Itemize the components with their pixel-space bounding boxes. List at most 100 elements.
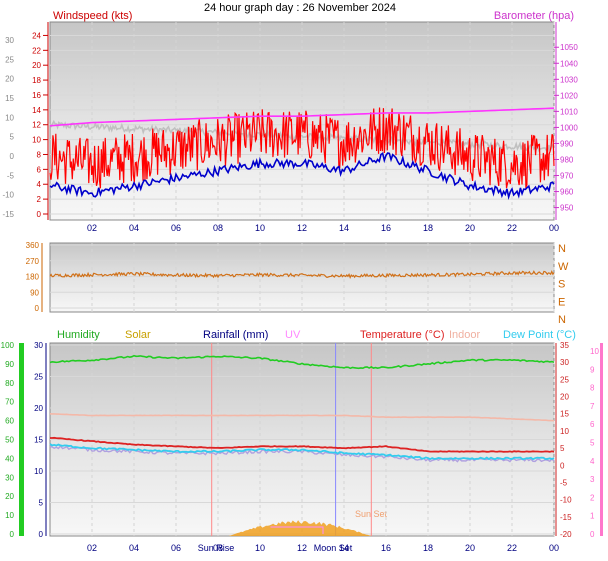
- baro-tick-label: 1010: [560, 107, 578, 116]
- temp-tick-label: 20: [560, 393, 569, 402]
- humidity-tick-label: 90: [5, 360, 14, 369]
- x-tick-label: 12: [297, 543, 307, 553]
- temp-tick-label: 15: [560, 410, 569, 419]
- humidity-scale-bar: [19, 343, 24, 536]
- uv-tick-label: 4: [590, 457, 595, 466]
- temperature-line: [49, 436, 555, 453]
- sunrise-label: Sun Rise: [198, 543, 235, 553]
- baro-tick-label: 970: [560, 172, 574, 181]
- baro-tick-label: 980: [560, 155, 574, 164]
- wind-tick-label: 6: [37, 165, 42, 174]
- wind-gust-line: [49, 107, 555, 190]
- direction-panel: [49, 242, 555, 313]
- x-tick-label: 04: [129, 223, 139, 233]
- x-tick-label: 08: [213, 223, 223, 233]
- uv-tick-label: 5: [590, 439, 595, 448]
- temp-tick-label: -15: [560, 513, 572, 522]
- uv-tick-label: 1: [590, 512, 595, 521]
- barometer-line: [49, 107, 555, 127]
- chart-title: 24 hour graph day : 26 November 2024: [204, 2, 396, 14]
- direction-tick-label: 90: [30, 288, 39, 297]
- wind-tick-label: 24: [32, 31, 41, 40]
- humidity-tick-label: 100: [1, 341, 15, 350]
- humidity-label: Humidity: [57, 329, 100, 341]
- wind-tick-label: 18: [32, 76, 41, 85]
- dew-point-line: [49, 443, 555, 461]
- humidity-tick-label: 40: [5, 454, 14, 463]
- humidity-tick-label: 50: [5, 436, 14, 445]
- wind-tick-label: 16: [32, 91, 41, 100]
- rain-tick-label: 30: [34, 341, 43, 350]
- temp-tick-label: 35: [560, 341, 569, 350]
- wind-tick-label: 20: [32, 61, 41, 70]
- rain-tick-label: 5: [39, 499, 44, 508]
- uv-tick-label: 2: [590, 493, 595, 502]
- wind-tick-label: 4: [37, 180, 42, 189]
- x-tick-label: 04: [129, 543, 139, 553]
- indoor-temp-line: [49, 412, 555, 422]
- wind-tick-label: 22: [32, 46, 41, 55]
- uv-tick-label: 6: [590, 420, 595, 429]
- uv-scale-bar: [600, 343, 603, 536]
- rain-tick-label: 15: [34, 436, 43, 445]
- humidity-tick-label: 0: [10, 530, 15, 539]
- wind-tick-label: 2: [37, 195, 42, 204]
- compass-label: E: [558, 296, 565, 308]
- x-tick-label: 14: [339, 223, 349, 233]
- direction-tick-label: 360: [26, 241, 40, 250]
- temp-tick-label: 0: [560, 461, 565, 470]
- humidity-line: [49, 354, 555, 370]
- temp-tick-label: 5: [10, 133, 15, 142]
- temp-tick-label: -10: [2, 191, 14, 200]
- temp-tick-label: -10: [560, 496, 572, 505]
- baro-tick-label: 1040: [560, 59, 578, 68]
- x-tick-label: 18: [423, 223, 433, 233]
- barometer-axis-label: Barometer (hpa): [494, 10, 574, 22]
- rain-tick-label: 10: [34, 467, 43, 476]
- x-tick-label: 14: [339, 543, 349, 553]
- x-tick-label: 22: [507, 223, 517, 233]
- baro-tick-label: 1020: [560, 91, 578, 100]
- indoor-label: Indoor: [449, 329, 481, 341]
- baro-tick-label: 1050: [560, 43, 578, 52]
- rain-tick-label: 25: [34, 373, 43, 382]
- x-tick-label: 08: [213, 543, 223, 553]
- average-wind-line: [49, 152, 555, 201]
- compass-label: S: [558, 279, 565, 291]
- uv-tick-label: 10: [590, 347, 599, 356]
- rain-tick-label: 0: [39, 530, 44, 539]
- direction-tick-label: 0: [35, 304, 40, 313]
- compass-label: N: [558, 314, 566, 326]
- humidity-tick-label: 70: [5, 398, 14, 407]
- temp-tick-label: 30: [560, 358, 569, 367]
- temp-tick-label: 25: [560, 375, 569, 384]
- uv-label: UV: [285, 329, 301, 341]
- x-tick-label: 10: [255, 543, 265, 553]
- uv-tick-label: 7: [590, 402, 595, 411]
- temp-tick-label: 10: [560, 427, 569, 436]
- temp-tick-label: 20: [5, 75, 14, 84]
- baro-tick-label: 950: [560, 204, 574, 213]
- x-tick-label: 20: [465, 223, 475, 233]
- temp-tick-label: 30: [5, 36, 14, 45]
- temp-tick-label: -5: [560, 478, 568, 487]
- x-tick-label: 16: [381, 223, 391, 233]
- compass-label: N: [558, 243, 566, 255]
- temperature-label: Temperature (°C): [360, 329, 444, 341]
- uv-tick-label: 3: [590, 475, 595, 484]
- solar-area: [228, 520, 372, 536]
- temp-tick-label: -20: [560, 530, 572, 539]
- x-tick-label: 00: [549, 543, 559, 553]
- x-tick-label: 02: [87, 543, 97, 553]
- baro-tick-label: 960: [560, 188, 574, 197]
- uv-line: [270, 526, 324, 534]
- rainfall-label: Rainfall (mm): [203, 329, 268, 341]
- temp-tick-label: 5: [560, 444, 565, 453]
- compass-label: W: [558, 261, 569, 273]
- uv-tick-label: 9: [590, 365, 595, 374]
- x-tick-label: 06: [171, 543, 181, 553]
- temp-tick-label: 10: [5, 113, 14, 122]
- humidity-tick-label: 60: [5, 417, 14, 426]
- dew-point-label: Dew Point (°C): [503, 329, 576, 341]
